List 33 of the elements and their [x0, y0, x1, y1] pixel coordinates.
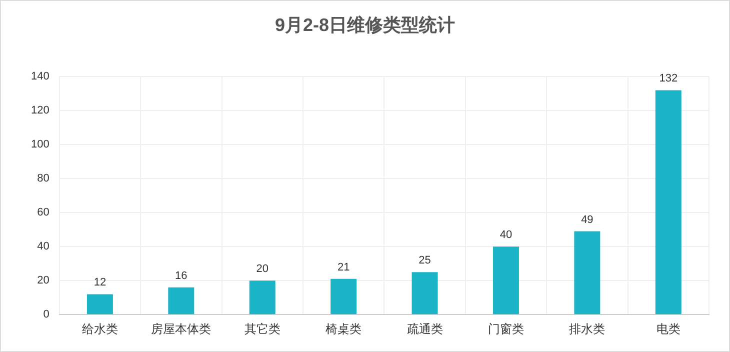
x-tick-label: 疏通类 [406, 322, 443, 336]
y-tick-label: 0 [43, 308, 50, 321]
bar [655, 90, 682, 314]
bar [168, 287, 194, 314]
data-label: 49 [581, 214, 594, 226]
data-label: 20 [256, 263, 268, 276]
bar [249, 280, 276, 314]
x-tick-label: 门窗类 [488, 322, 524, 336]
y-tick-label: 140 [30, 70, 50, 83]
x-tick-label: 电类 [656, 322, 680, 336]
y-tick-label: 100 [30, 138, 50, 151]
y-tick-label: 40 [37, 240, 50, 253]
x-tick-label: 椅桌类 [326, 322, 362, 336]
x-tick-label: 给水类 [82, 322, 118, 336]
bar [86, 294, 113, 314]
bar [412, 272, 438, 314]
x-tick-label: 房屋本体类 [151, 322, 212, 336]
y-tick-label: 80 [37, 172, 50, 185]
data-label: 21 [337, 261, 350, 274]
data-label: 40 [500, 229, 512, 242]
x-tick-label: 其它类 [244, 322, 280, 336]
y-tick-label: 60 [37, 206, 50, 219]
bar [492, 246, 519, 314]
data-label: 25 [418, 254, 431, 267]
bar [574, 231, 600, 314]
x-tick-label: 排水类 [569, 322, 606, 336]
data-label: 132 [659, 72, 678, 85]
data-label: 16 [175, 270, 188, 282]
y-tick-label: 20 [37, 274, 50, 287]
y-tick-label: 120 [30, 104, 50, 117]
data-label: 12 [94, 276, 106, 289]
bar [330, 278, 357, 314]
chart-title: 9月2-8日维修类型统计 [274, 14, 456, 35]
